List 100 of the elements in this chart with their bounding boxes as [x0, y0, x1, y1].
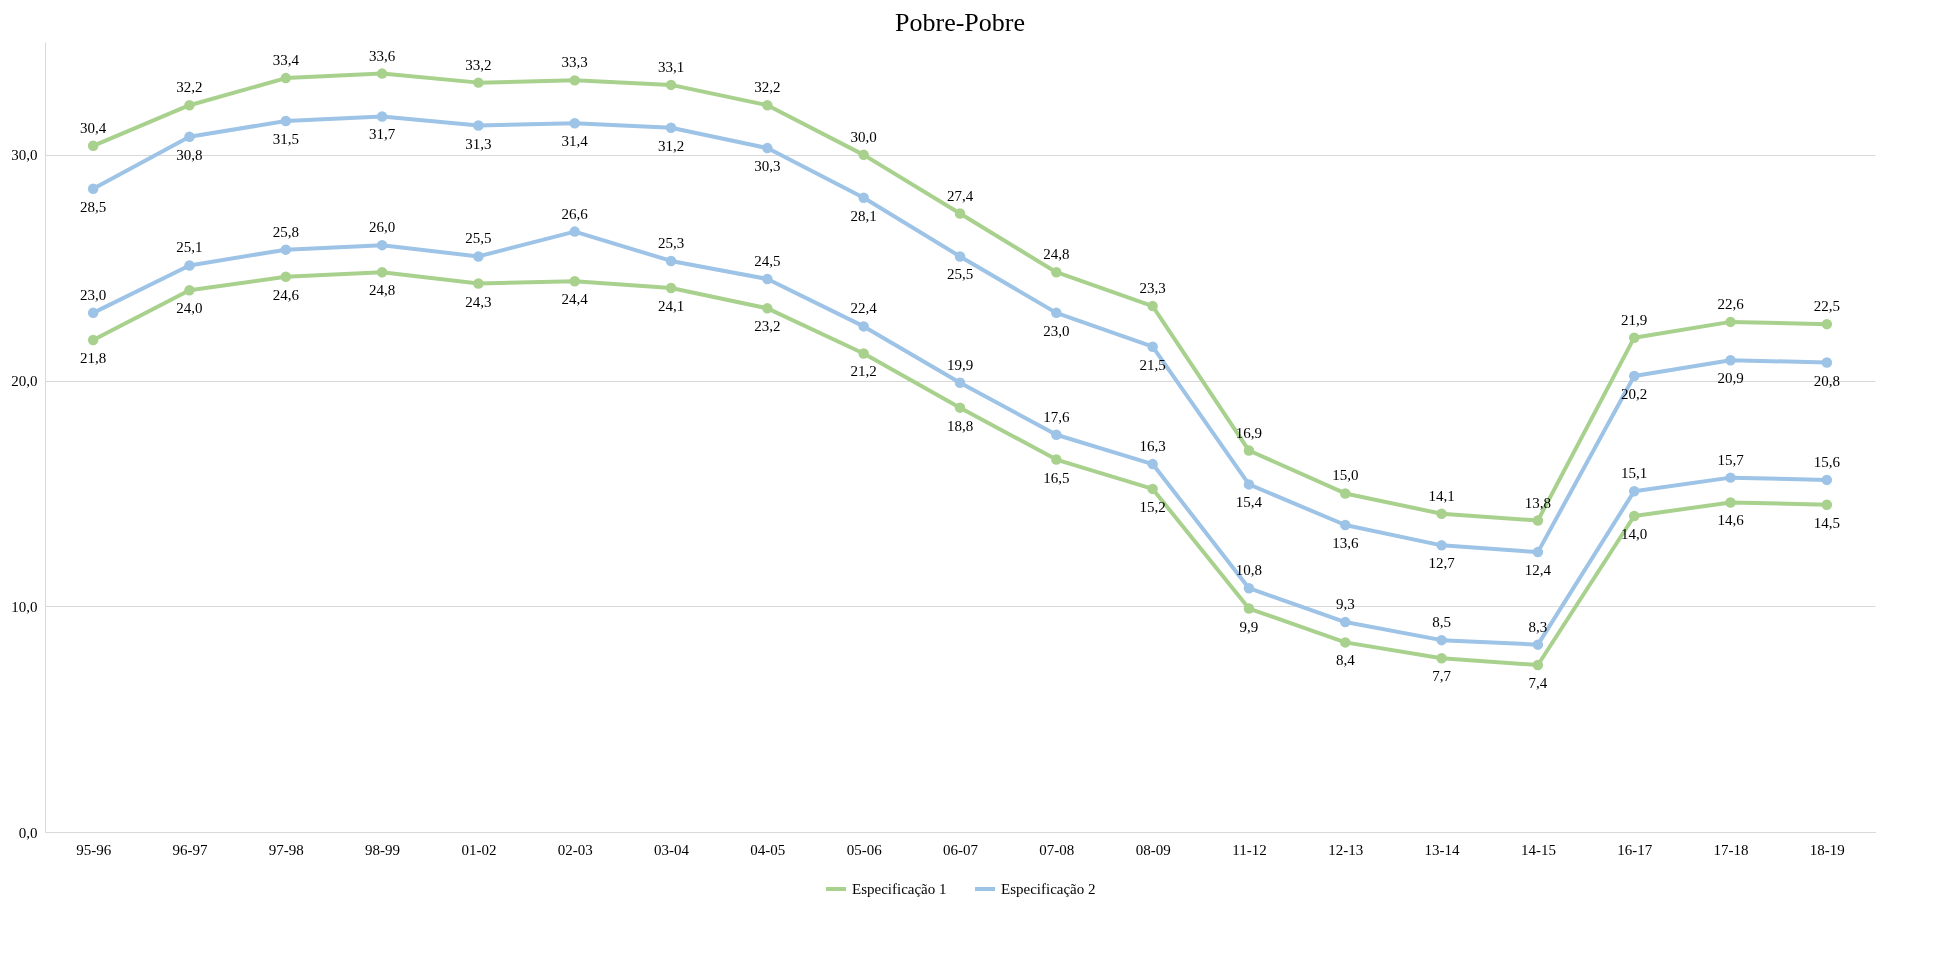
data-label: 20,8: [1813, 372, 1840, 389]
x-tick-label: 08-09: [1135, 841, 1171, 858]
point: [1725, 316, 1736, 328]
data-label: 7,4: [1528, 674, 1548, 691]
point: [1147, 341, 1158, 352]
data-label: 21,5: [1139, 356, 1166, 373]
point: [858, 192, 869, 203]
point: [184, 131, 195, 143]
data-label: 22,6: [1717, 295, 1745, 312]
point: [954, 208, 966, 219]
data-label: 9,3: [1335, 596, 1355, 613]
point: [1628, 332, 1640, 343]
data-label: 8,5: [1432, 614, 1451, 631]
point: [1628, 485, 1640, 497]
x-tick-label: 12-13: [1328, 841, 1364, 858]
point: [1340, 616, 1351, 628]
point: [1340, 637, 1351, 648]
data-label: 31,5: [272, 131, 299, 147]
x-tick-label: 95-96: [76, 841, 112, 858]
data-label: 20,2: [1621, 386, 1648, 403]
data-label: 31,4: [561, 133, 589, 150]
point: [473, 251, 484, 262]
data-label: 26,6: [561, 205, 589, 222]
point: [1436, 508, 1447, 519]
x-tick-label: 05-06: [846, 841, 883, 858]
point: [762, 99, 773, 111]
point: [376, 111, 388, 122]
x-tick-label: 02-03: [557, 841, 593, 858]
y-tick-label: 0,0: [18, 824, 38, 841]
data-label: 33,6: [368, 47, 396, 64]
data-label: 18,8: [946, 417, 974, 434]
data-label: 28,1: [850, 207, 877, 224]
x-tick-label: 97-98: [268, 841, 304, 858]
data-label: 23,0: [1043, 322, 1070, 339]
legend-label: Especificação 1: [852, 881, 947, 897]
data-label: 24,0: [176, 300, 203, 317]
data-label: 24,1: [657, 298, 685, 315]
point: [1532, 659, 1544, 671]
data-label: 8,4: [1335, 652, 1356, 669]
point: [376, 68, 388, 79]
point: [1243, 445, 1255, 456]
data-label: 15,4: [1235, 494, 1263, 511]
point: [1436, 540, 1447, 551]
point: [1051, 307, 1062, 319]
data-label: 16,5: [1043, 469, 1070, 486]
point: [1725, 472, 1736, 483]
data-label: 24,5: [754, 253, 781, 269]
data-label: 25,1: [176, 239, 203, 256]
data-label: 16,9: [1235, 424, 1263, 441]
point: [569, 226, 580, 237]
data-label: 30,8: [176, 146, 203, 163]
point: [954, 402, 966, 413]
point: [858, 348, 869, 359]
point: [954, 251, 966, 262]
point: [1628, 510, 1640, 522]
point: [1051, 454, 1062, 465]
point: [569, 118, 580, 129]
point: [87, 334, 99, 346]
data-label: 31,7: [368, 126, 396, 143]
point: [1147, 458, 1158, 470]
data-label: 25,5: [946, 266, 974, 283]
x-tick-label: 14-15: [1520, 841, 1556, 858]
data-label: 22,4: [850, 300, 878, 317]
data-label: 9,9: [1239, 618, 1259, 635]
point: [1051, 429, 1062, 440]
y-tick-label: 10,0: [11, 598, 38, 615]
point: [665, 255, 677, 267]
point: [473, 77, 484, 88]
y-tick-label: 20,0: [11, 373, 38, 390]
x-tick-label: 13-14: [1424, 841, 1461, 858]
data-label: 15,1: [1621, 465, 1648, 482]
point: [762, 303, 773, 314]
data-label: 8,3: [1528, 618, 1548, 635]
point: [665, 282, 677, 294]
point: [858, 149, 869, 161]
point: [1532, 546, 1544, 558]
point: [569, 75, 580, 86]
point: [87, 307, 99, 319]
point: [473, 120, 484, 131]
data-label: 24,6: [272, 286, 300, 303]
data-label: 15,6: [1813, 453, 1841, 470]
data-label: 33,4: [272, 52, 300, 69]
x-tick-label: 06-07: [943, 841, 979, 858]
data-label: 30,0: [850, 128, 877, 145]
data-label: 33,1: [657, 58, 685, 75]
data-label: 15,2: [1139, 498, 1166, 515]
data-label: 7,7: [1432, 668, 1452, 685]
point: [87, 140, 99, 152]
x-tick-label: 18-19: [1809, 841, 1845, 858]
x-tick-label: 03-04: [654, 841, 690, 858]
data-label: 25,3: [657, 234, 685, 251]
point: [762, 273, 773, 285]
x-tick-label: 98-99: [365, 841, 401, 858]
data-label: 16,3: [1139, 438, 1166, 455]
point: [1725, 497, 1736, 508]
data-label: 10,8: [1235, 562, 1263, 579]
point: [1821, 318, 1833, 330]
point: [1147, 483, 1158, 495]
data-label: 28,5: [80, 198, 107, 215]
data-label: 30,4: [80, 119, 107, 136]
